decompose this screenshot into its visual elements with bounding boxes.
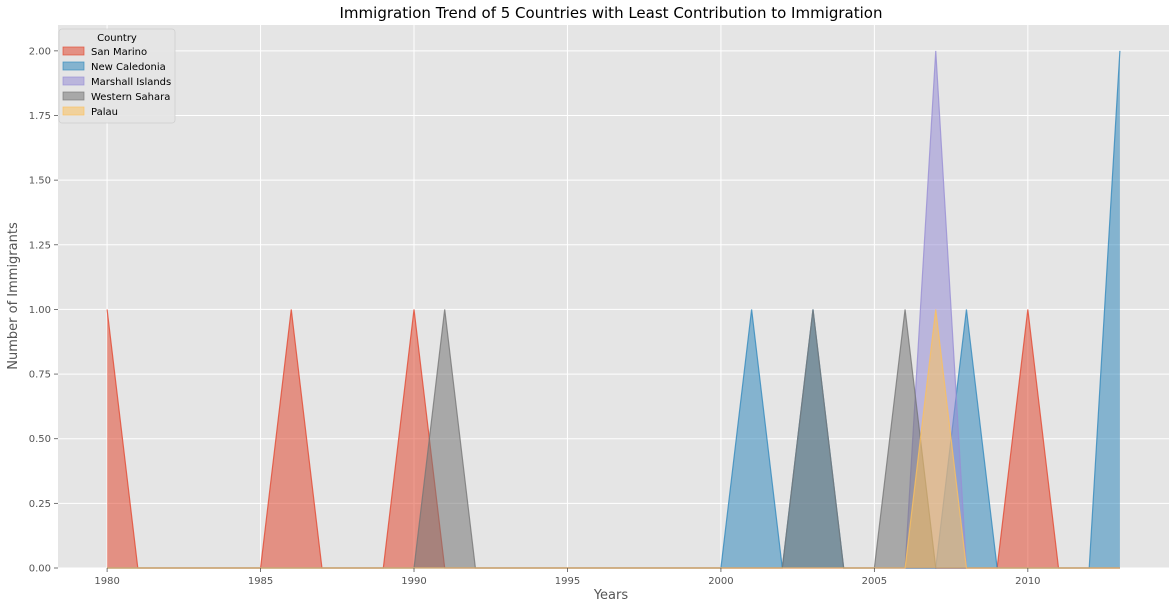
legend-swatch bbox=[62, 61, 85, 71]
y-tick-label: 0.25 bbox=[29, 499, 51, 510]
x-tick-label: 2010 bbox=[1015, 576, 1040, 587]
legend-item: Palau bbox=[62, 106, 118, 118]
legend-item: New Caledonia bbox=[62, 61, 166, 73]
x-axis-label: Years bbox=[593, 588, 629, 603]
legend-items: San Marino New Caledonia Marshall Islands W… bbox=[62, 46, 171, 118]
x-tick-label: 1980 bbox=[94, 576, 119, 587]
y-tick-label: 1.75 bbox=[29, 111, 51, 122]
legend-label: Palau bbox=[91, 107, 118, 118]
legend-swatch bbox=[62, 46, 85, 56]
legend-item: Marshall Islands bbox=[62, 76, 171, 88]
area-fill bbox=[107, 309, 1120, 568]
y-axis-label: Number of Immigrants bbox=[6, 222, 21, 370]
legend-item: San Marino bbox=[62, 46, 147, 58]
y-tick-label: 1.00 bbox=[29, 305, 51, 316]
y-tick-label: 2.00 bbox=[29, 46, 51, 57]
grid-lines bbox=[58, 25, 1169, 569]
legend-swatch bbox=[62, 91, 85, 101]
axis-ticks: 1980 1985 1990 1995 2000 2005 2010 0.00 0.25 0.50… bbox=[29, 46, 1041, 587]
chart-title: Immigration Trend of 5 Countries with Le… bbox=[340, 4, 883, 22]
legend-label: New Caledonia bbox=[91, 62, 166, 73]
legend-swatch bbox=[62, 76, 85, 86]
area-fill bbox=[107, 309, 1120, 568]
legend: Country San Marino New Caledonia Marshall … bbox=[58, 28, 176, 124]
legend-item: Western Sahara bbox=[62, 91, 170, 103]
legend-box bbox=[58, 28, 176, 124]
area-series bbox=[106, 50, 1121, 569]
y-tick-label: 0.00 bbox=[29, 564, 51, 575]
series-palau bbox=[107, 309, 1120, 569]
legend-label: Marshall Islands bbox=[91, 77, 171, 88]
x-tick-label: 1995 bbox=[555, 576, 580, 587]
x-tick-label: 1990 bbox=[401, 576, 426, 587]
y-tick-label: 0.75 bbox=[29, 370, 51, 381]
series-line bbox=[107, 309, 1120, 569]
legend-swatch bbox=[62, 106, 85, 116]
legend-label: San Marino bbox=[91, 47, 147, 58]
y-tick-label: 1.50 bbox=[29, 176, 51, 187]
y-tick-label: 0.50 bbox=[29, 434, 51, 445]
x-tick-label: 2000 bbox=[708, 576, 733, 587]
x-tick-label: 2005 bbox=[862, 576, 887, 587]
y-tick-label: 1.25 bbox=[29, 240, 51, 251]
plot-area bbox=[58, 25, 1169, 568]
legend-title: Country bbox=[97, 33, 137, 44]
legend-label: Western Sahara bbox=[91, 92, 170, 103]
x-tick-label: 1985 bbox=[248, 576, 273, 587]
